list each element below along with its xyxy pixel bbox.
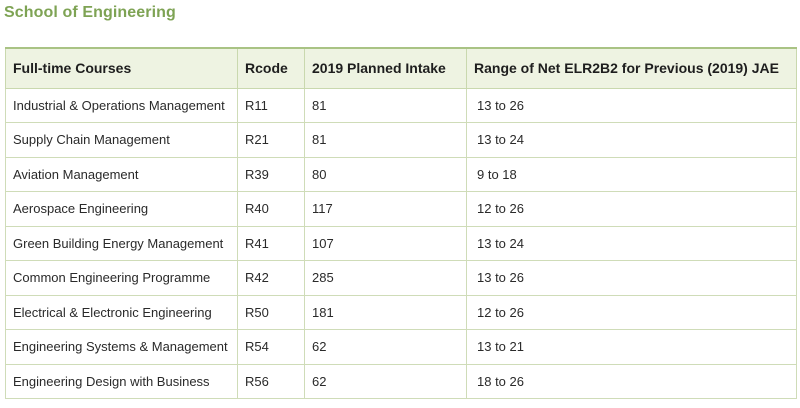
planned-intake-cell: 285 bbox=[304, 260, 467, 296]
table-row: Industrial & Operations Management R11 81 1… bbox=[5, 87, 797, 123]
table-header: Full-time Courses Rcode 2019 Planned Int… bbox=[5, 47, 797, 89]
rcode-cell: R56 bbox=[237, 363, 305, 399]
net-elr2b2-range-cell: 12 to 26 bbox=[466, 191, 797, 227]
header-net-elr2b2-range: Range of Net ELR2B2 for Previous (2019) … bbox=[466, 47, 797, 89]
planned-intake-cell: 62 bbox=[304, 329, 467, 365]
course-name-cell: Engineering Design with Business bbox=[5, 363, 238, 399]
course-name-cell: Engineering Systems & Management bbox=[5, 329, 238, 365]
planned-intake-cell: 81 bbox=[304, 122, 467, 158]
planned-intake-cell: 107 bbox=[304, 225, 467, 261]
table-row: Aviation Management R39 80 9 to 18 bbox=[5, 156, 797, 192]
net-elr2b2-range-cell: 13 to 26 bbox=[466, 260, 797, 296]
rcode-cell: R39 bbox=[237, 156, 305, 192]
courses-table: Full-time Courses Rcode 2019 Planned Int… bbox=[5, 47, 797, 399]
course-name-cell: Supply Chain Management bbox=[5, 122, 238, 158]
header-full-time-courses: Full-time Courses bbox=[5, 47, 238, 89]
planned-intake-cell: 117 bbox=[304, 191, 467, 227]
planned-intake-cell: 80 bbox=[304, 156, 467, 192]
course-name-cell: Industrial & Operations Management bbox=[5, 87, 238, 123]
course-name-cell: Aviation Management bbox=[5, 156, 238, 192]
net-elr2b2-range-cell: 18 to 26 bbox=[466, 363, 797, 399]
planned-intake-cell: 81 bbox=[304, 87, 467, 123]
course-name-cell: Common Engineering Programme bbox=[5, 260, 238, 296]
header-planned-intake: 2019 Planned Intake bbox=[304, 47, 467, 89]
table-row: Engineering Systems & Management R54 62 13 … bbox=[5, 329, 797, 365]
planned-intake-cell: 181 bbox=[304, 294, 467, 330]
rcode-cell: R40 bbox=[237, 191, 305, 227]
net-elr2b2-range-cell: 12 to 26 bbox=[466, 294, 797, 330]
rcode-cell: R11 bbox=[237, 87, 305, 123]
course-name-cell: Aerospace Engineering bbox=[5, 191, 238, 227]
planned-intake-cell: 62 bbox=[304, 363, 467, 399]
header-row: Full-time Courses Rcode 2019 Planned Int… bbox=[5, 47, 797, 89]
table-row: Supply Chain Management R21 81 13 to 24 bbox=[5, 122, 797, 158]
rcode-cell: R42 bbox=[237, 260, 305, 296]
table-row: Aerospace Engineering R40 117 12 to 26 bbox=[5, 191, 797, 227]
table-row: Green Building Energy Management R41 107 13… bbox=[5, 225, 797, 261]
net-elr2b2-range-cell: 13 to 26 bbox=[466, 87, 797, 123]
header-rcode: Rcode bbox=[237, 47, 305, 89]
table-row: Common Engineering Programme R42 285 13 to … bbox=[5, 260, 797, 296]
table-row: Engineering Design with Business R56 62 18 … bbox=[5, 363, 797, 399]
net-elr2b2-range-cell: 13 to 21 bbox=[466, 329, 797, 365]
rcode-cell: R41 bbox=[237, 225, 305, 261]
rcode-cell: R50 bbox=[237, 294, 305, 330]
net-elr2b2-range-cell: 9 to 18 bbox=[466, 156, 797, 192]
net-elr2b2-range-cell: 13 to 24 bbox=[466, 122, 797, 158]
rcode-cell: R21 bbox=[237, 122, 305, 158]
table-row: Electrical & Electronic Engineering R50 18… bbox=[5, 294, 797, 330]
net-elr2b2-range-cell: 13 to 24 bbox=[466, 225, 797, 261]
courses-table-container: Full-time Courses Rcode 2019 Planned Int… bbox=[5, 47, 797, 399]
course-name-cell: Green Building Energy Management bbox=[5, 225, 238, 261]
course-name-cell: Electrical & Electronic Engineering bbox=[5, 294, 238, 330]
section-title: School of Engineering bbox=[4, 4, 176, 21]
table-body: Industrial & Operations Management R11 81 1… bbox=[5, 87, 797, 399]
rcode-cell: R54 bbox=[237, 329, 305, 365]
